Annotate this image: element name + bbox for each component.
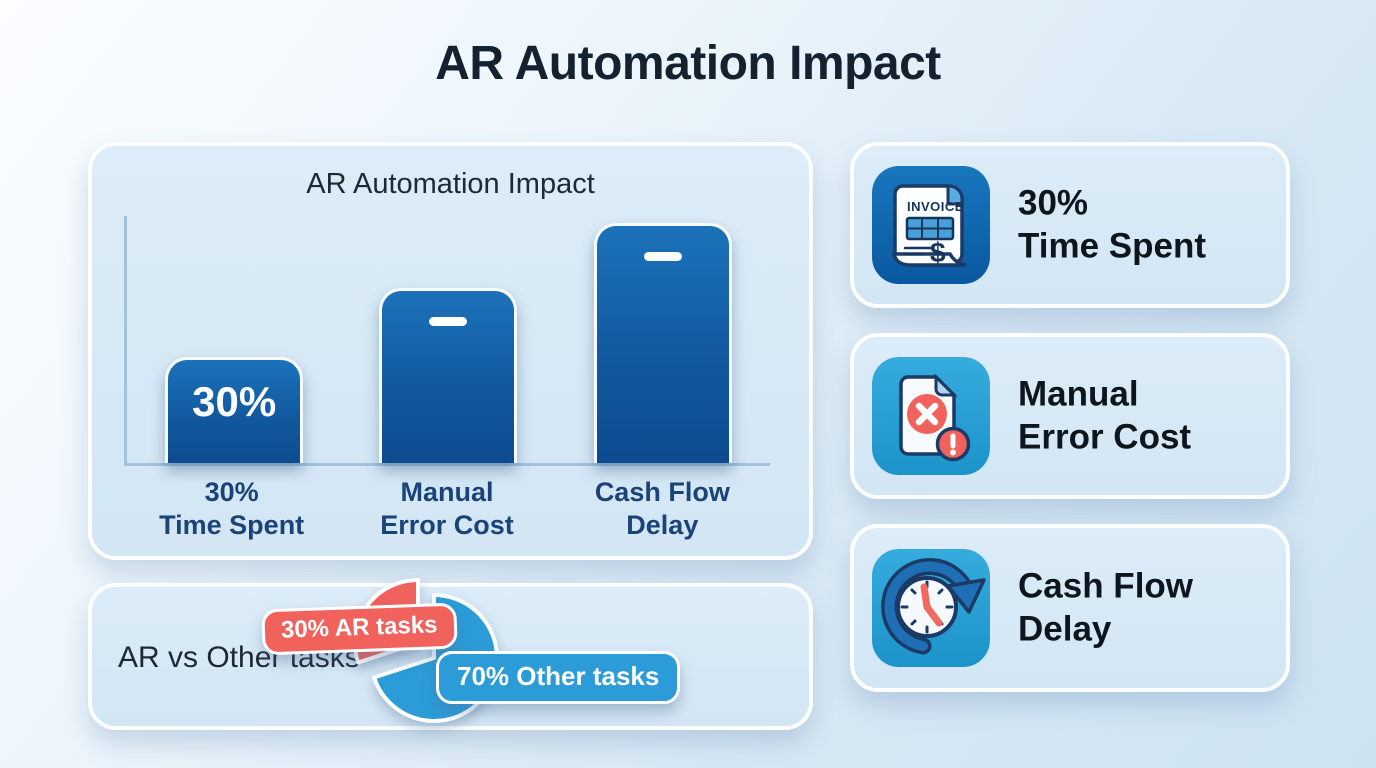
- pie-badge-other-tasks: 70% Other tasks: [436, 651, 681, 704]
- stat-line: Manual: [1018, 374, 1139, 414]
- invoice-icon-label: INVOICE: [907, 199, 964, 214]
- stat-line: Delay: [1018, 609, 1112, 648]
- stat-line: Error Cost: [1018, 417, 1192, 456]
- dollar-sign: $: [930, 237, 946, 268]
- stat-line: 30%: [1018, 183, 1089, 223]
- cash-flow-clock-icon: [872, 549, 990, 667]
- bar-chart-categories: 30% Time Spent Manual Error Cost Cash Flow De…: [124, 476, 770, 543]
- bar-category-label-2: Cash Flow Delay: [594, 477, 730, 541]
- bar-dash: [429, 316, 468, 326]
- stat-card-cash-flow: Cash Flow Delay: [850, 524, 1290, 692]
- bar-2: [593, 223, 732, 463]
- bar-category-label-1: Manual Error Cost: [380, 477, 514, 541]
- stat-card-manual-error: Manual Error Cost: [850, 333, 1290, 499]
- stat-text-cash-flow: Cash Flow Delay: [1018, 565, 1193, 650]
- stat-line: Time Spent: [1018, 226, 1207, 265]
- page-title: AR Automation Impact: [435, 37, 941, 90]
- bar-1: [379, 287, 518, 463]
- stat-text-time-spent: 30% Time Spent: [1018, 182, 1206, 267]
- bar-chart-card: AR Automation Impact 30% 30% Time Spent Ma…: [88, 142, 813, 560]
- pie-badge-ar-tasks: 30% AR tasks: [261, 602, 458, 656]
- bar-chart-title: AR Automation Impact: [306, 168, 595, 200]
- bar-chart-plot: 30%: [124, 216, 770, 466]
- bar-value-label: 30%: [192, 377, 277, 425]
- stat-text-manual-error: Manual Error Cost: [1018, 373, 1191, 458]
- invoice-icon: INVOICE $: [872, 166, 990, 284]
- stat-card-time-spent: INVOICE $ 30% Time Spent: [850, 142, 1290, 308]
- bar-dash: [643, 252, 682, 262]
- bar-category-label-0: 30% Time Spent: [159, 477, 305, 541]
- error-document-icon: [872, 357, 990, 475]
- stat-line: Cash Flow: [1018, 566, 1194, 606]
- bar-0: 30%: [165, 356, 304, 463]
